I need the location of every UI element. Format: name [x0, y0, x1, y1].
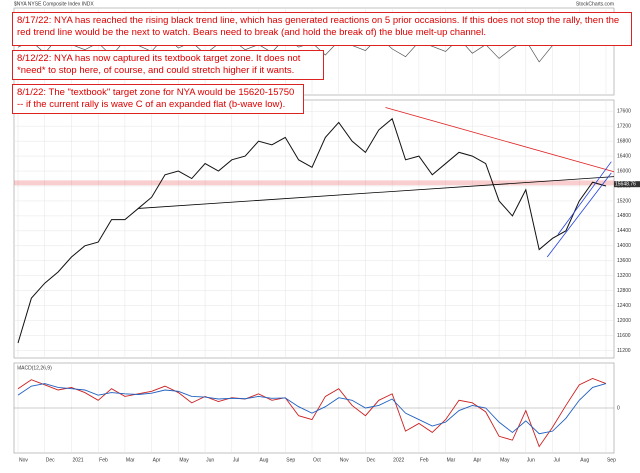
- x-tick-label: May: [500, 457, 510, 463]
- y-tick-label: 13600: [617, 258, 631, 264]
- x-tick-label: Sep: [286, 457, 295, 463]
- y-tick-label: 14400: [617, 228, 631, 234]
- x-tick-label: Dec: [366, 457, 375, 463]
- x-tick-label: Jul: [233, 457, 239, 463]
- y-tick-label: 16800: [617, 138, 631, 144]
- y-tick-label: 0: [617, 405, 620, 411]
- last-tag: [614, 181, 640, 188]
- annotation: 8/1/22: The "textbook" target zone for N…: [12, 84, 304, 114]
- x-tick-label: 2021: [72, 457, 83, 463]
- x-tick-label: Mar: [447, 457, 456, 463]
- y-tick-label: 12400: [617, 303, 631, 309]
- macd-line: [17, 377, 607, 448]
- y-tick-label: 12800: [617, 288, 631, 294]
- x-tick-label: Oct: [313, 457, 321, 463]
- x-tick-label: Jun: [527, 457, 535, 463]
- x-tick-label: Nov: [19, 457, 28, 463]
- trend-line: [385, 107, 615, 173]
- y-tick-label: 11600: [617, 333, 631, 339]
- x-tick-label: Apr: [473, 457, 481, 463]
- x-tick-label: Apr: [153, 457, 161, 463]
- annotation: 8/17/22: NYA has reached the rising blac…: [12, 12, 632, 46]
- last-label: 15648.76: [615, 182, 636, 188]
- y-tick-label: 17200: [617, 124, 631, 130]
- x-tick-label: Aug: [580, 457, 589, 463]
- x-tick-label: Dec: [46, 457, 55, 463]
- x-tick-label: Mar: [126, 457, 135, 463]
- trend-line: [546, 172, 612, 258]
- y-tick-label: 16400: [617, 153, 631, 159]
- y-tick-label: 12000: [617, 318, 631, 324]
- x-tick-label: May: [179, 457, 189, 463]
- x-tick-label: Aug: [260, 457, 269, 463]
- price-line: [17, 117, 607, 344]
- macd-title: MACD(12,26,9): [17, 365, 52, 371]
- y-tick-label: 14800: [617, 213, 631, 219]
- y-tick-label: 17600: [617, 109, 631, 115]
- x-tick-label: Sep: [607, 457, 616, 463]
- trend-line: [138, 176, 615, 209]
- x-tick-label: Jul: [554, 457, 560, 463]
- x-tick-label: Nov: [340, 457, 349, 463]
- y-tick-label: 16000: [617, 168, 631, 174]
- trend-line: [557, 161, 612, 235]
- y-tick-label: 14000: [617, 243, 631, 249]
- source: StockCharts.com: [576, 1, 614, 7]
- x-tick-label: Feb: [420, 457, 429, 463]
- chart-title: $NYA NYSE Composite Index INDX: [14, 1, 94, 7]
- x-tick-label: 2022: [393, 457, 404, 463]
- price-panel: [13, 99, 615, 359]
- y-tick-label: 11200: [617, 348, 631, 354]
- x-tick-label: Feb: [99, 457, 108, 463]
- y-tick-label: 13200: [617, 273, 631, 279]
- macd-line: [17, 383, 607, 435]
- x-tick-label: Jun: [206, 457, 214, 463]
- y-tick-label: 15200: [617, 198, 631, 204]
- target-zone: [14, 180, 614, 186]
- annotation: 8/12/22: NYA has now captured its textbo…: [12, 50, 324, 80]
